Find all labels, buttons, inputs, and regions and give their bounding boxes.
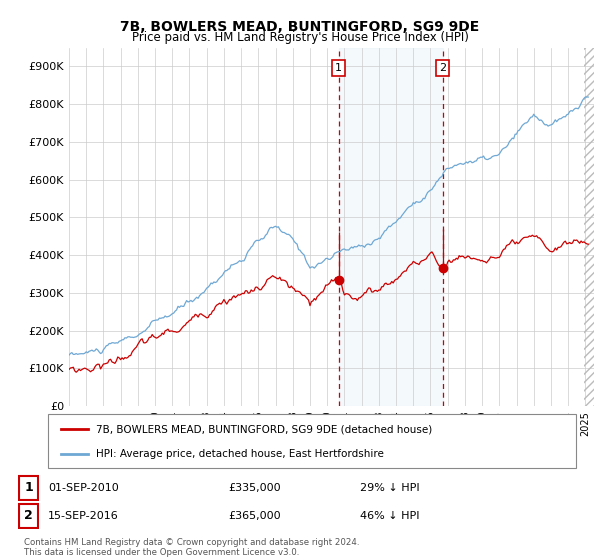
Text: 7B, BOWLERS MEAD, BUNTINGFORD, SG9 9DE: 7B, BOWLERS MEAD, BUNTINGFORD, SG9 9DE [121, 20, 479, 34]
Text: £365,000: £365,000 [228, 511, 281, 521]
Text: 46% ↓ HPI: 46% ↓ HPI [360, 511, 419, 521]
Text: HPI: Average price, detached house, East Hertfordshire: HPI: Average price, detached house, East… [95, 449, 383, 459]
Text: £335,000: £335,000 [228, 483, 281, 493]
Text: 1: 1 [335, 63, 342, 73]
FancyBboxPatch shape [19, 475, 38, 500]
Text: 15-SEP-2016: 15-SEP-2016 [48, 511, 119, 521]
Text: Price paid vs. HM Land Registry's House Price Index (HPI): Price paid vs. HM Land Registry's House … [131, 31, 469, 44]
Text: 7B, BOWLERS MEAD, BUNTINGFORD, SG9 9DE (detached house): 7B, BOWLERS MEAD, BUNTINGFORD, SG9 9DE (… [95, 424, 432, 435]
Text: Contains HM Land Registry data © Crown copyright and database right 2024.
This d: Contains HM Land Registry data © Crown c… [24, 538, 359, 557]
Text: 01-SEP-2010: 01-SEP-2010 [48, 483, 119, 493]
Text: 2: 2 [439, 63, 446, 73]
Text: 1: 1 [24, 481, 33, 494]
Text: 29% ↓ HPI: 29% ↓ HPI [360, 483, 419, 493]
Bar [339, 48, 443, 406]
FancyBboxPatch shape [48, 414, 576, 468]
FancyBboxPatch shape [19, 503, 38, 528]
Bar [584, 48, 600, 406]
Text: 2: 2 [24, 509, 33, 522]
